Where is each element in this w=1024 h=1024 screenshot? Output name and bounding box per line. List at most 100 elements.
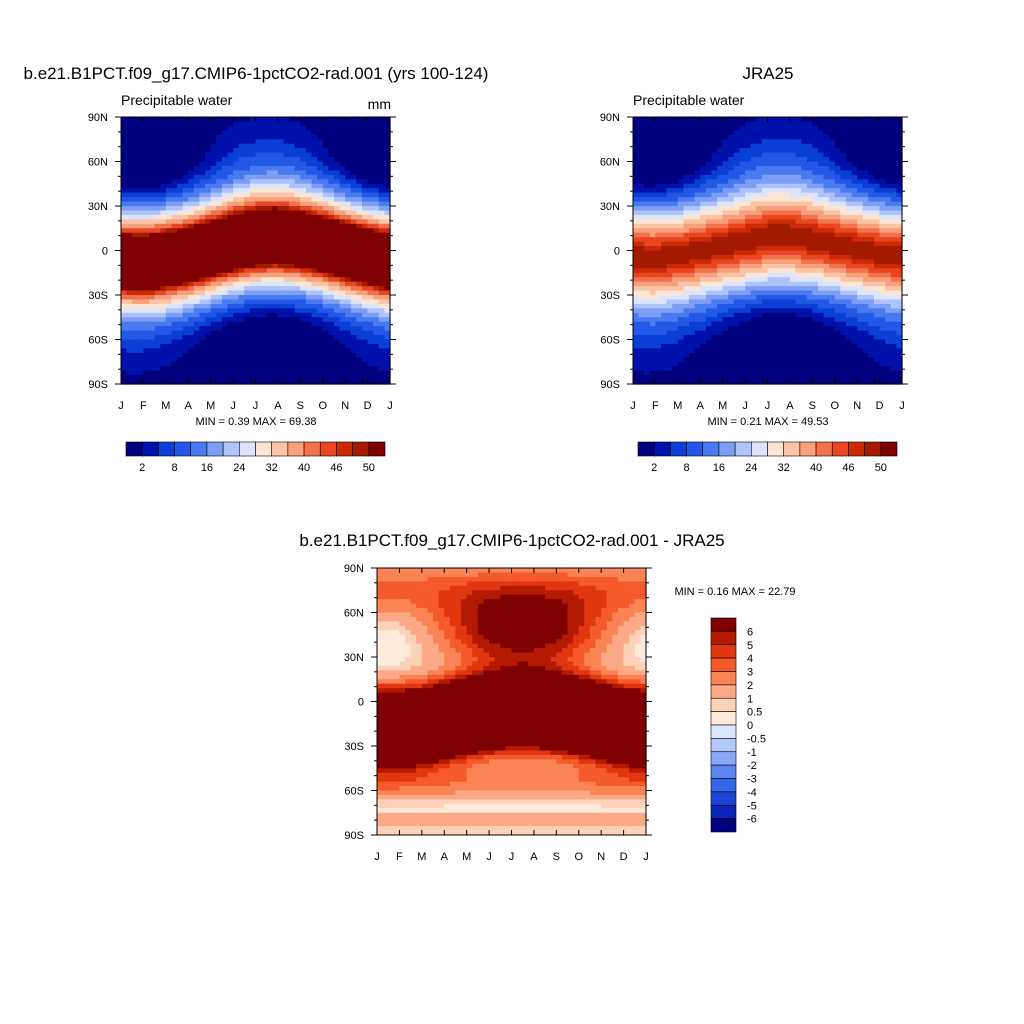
heatmap-cell: [126, 197, 133, 203]
heatmap-cell: [137, 170, 145, 176]
heatmap-cell: [655, 259, 662, 265]
heatmap-cell: [249, 254, 257, 260]
heatmap-cell: [199, 143, 206, 149]
heatmap-cell: [722, 366, 729, 372]
heatmap-cell: [705, 121, 713, 127]
heatmap-cell: [160, 330, 167, 336]
heatmap-cell: [277, 361, 285, 367]
heatmap-cell: [345, 272, 352, 278]
heatmap-cell: [345, 339, 352, 345]
heatmap-cell: [801, 206, 808, 212]
heatmap-cell: [373, 335, 380, 341]
heatmap-cell: [728, 161, 735, 167]
heatmap-cell: [244, 259, 251, 265]
heatmap-cell: [361, 157, 369, 163]
heatmap-cell: [728, 170, 735, 176]
heatmap-cell: [666, 188, 673, 194]
heatmap-cell: [149, 201, 156, 207]
heatmap-cell: [817, 130, 825, 136]
heatmap-cell: [717, 250, 724, 256]
heatmap-cell: [210, 237, 217, 243]
heatmap-cell: [817, 134, 825, 140]
heatmap-cell: [216, 148, 223, 154]
heatmap-cell: [244, 241, 251, 247]
heatmap-cell: [717, 174, 724, 180]
heatmap-cell: [188, 326, 195, 332]
heatmap-cell: [149, 263, 156, 269]
heatmap-cell: [806, 290, 813, 296]
heatmap-cell: [378, 214, 385, 220]
heatmap-cell: [233, 290, 240, 296]
heatmap-cell: [812, 179, 819, 185]
heatmap-cell: [233, 188, 240, 194]
heatmap-cell: [761, 335, 769, 341]
heatmap-cell: [705, 125, 713, 131]
heatmap-cell: [373, 357, 380, 363]
heatmap-cell: [317, 348, 324, 354]
heatmap-cell: [311, 197, 318, 203]
heatmap-cell: [812, 299, 819, 305]
heatmap-cell: [221, 165, 229, 171]
heatmap-cell: [756, 206, 763, 212]
heatmap-cell: [182, 281, 189, 287]
heatmap-cell: [205, 357, 212, 363]
heatmap-cell: [137, 254, 145, 260]
heatmap-cell: [361, 321, 369, 327]
heatmap-cell: [199, 125, 206, 131]
heatmap-cell: [767, 303, 774, 309]
heatmap-cell: [305, 197, 313, 203]
heatmap-cell: [345, 343, 352, 349]
heatmap-cell: [689, 219, 696, 225]
heatmap-cell: [333, 259, 341, 265]
heatmap-cell: [705, 232, 713, 238]
heatmap-cell: [210, 361, 217, 367]
heatmap-cell: [761, 268, 769, 274]
heatmap-cell: [717, 232, 724, 238]
heatmap-cell: [350, 286, 357, 292]
heatmap-cell: [666, 272, 673, 278]
heatmap-cell: [154, 330, 161, 336]
heatmap-cell: [672, 125, 679, 131]
heatmap-cell: [784, 335, 791, 341]
heatmap-cell: [812, 321, 819, 327]
heatmap-cell: [339, 281, 346, 287]
heatmap-cell: [801, 370, 808, 376]
heatmap-cell: [812, 197, 819, 203]
heatmap-cell: [683, 174, 690, 180]
heatmap-cell: [733, 165, 741, 171]
heatmap-cell: [289, 361, 296, 367]
heatmap-cell: [361, 361, 369, 367]
heatmap-cell: [356, 335, 363, 341]
heatmap-cell: [188, 375, 195, 381]
heatmap-cell: [644, 290, 651, 296]
heatmap-cell: [182, 254, 189, 260]
heatmap-cell: [171, 152, 178, 158]
heatmap-cell: [767, 183, 774, 189]
heatmap-cell: [350, 246, 357, 252]
heatmap-cell: [165, 121, 173, 127]
heatmap-cell: [789, 348, 797, 354]
heatmap-cell: [666, 197, 673, 203]
heatmap-cell: [711, 197, 718, 203]
heatmap-cell: [266, 370, 273, 376]
heatmap-cell: [182, 335, 189, 341]
heatmap-cell: [305, 366, 313, 372]
heatmap-cell: [739, 206, 746, 212]
heatmap-cell: [795, 130, 802, 136]
heatmap-cell: [126, 348, 133, 354]
heatmap-cell: [126, 246, 133, 252]
heatmap-cell: [356, 179, 363, 185]
heatmap-cell: [339, 254, 346, 260]
heatmap-cell: [773, 295, 780, 301]
heatmap-cell: [694, 352, 701, 358]
heatmap-cell: [289, 254, 296, 260]
heatmap-cell: [121, 366, 128, 372]
heatmap-cell: [177, 206, 184, 212]
heatmap-cell: [350, 121, 357, 127]
heatmap-cell: [801, 121, 808, 127]
heatmap-cell: [784, 192, 791, 198]
heatmap-cell: [700, 263, 707, 269]
heatmap-cell: [149, 148, 156, 154]
heatmap-cell: [812, 232, 819, 238]
heatmap-cell: [121, 237, 128, 243]
